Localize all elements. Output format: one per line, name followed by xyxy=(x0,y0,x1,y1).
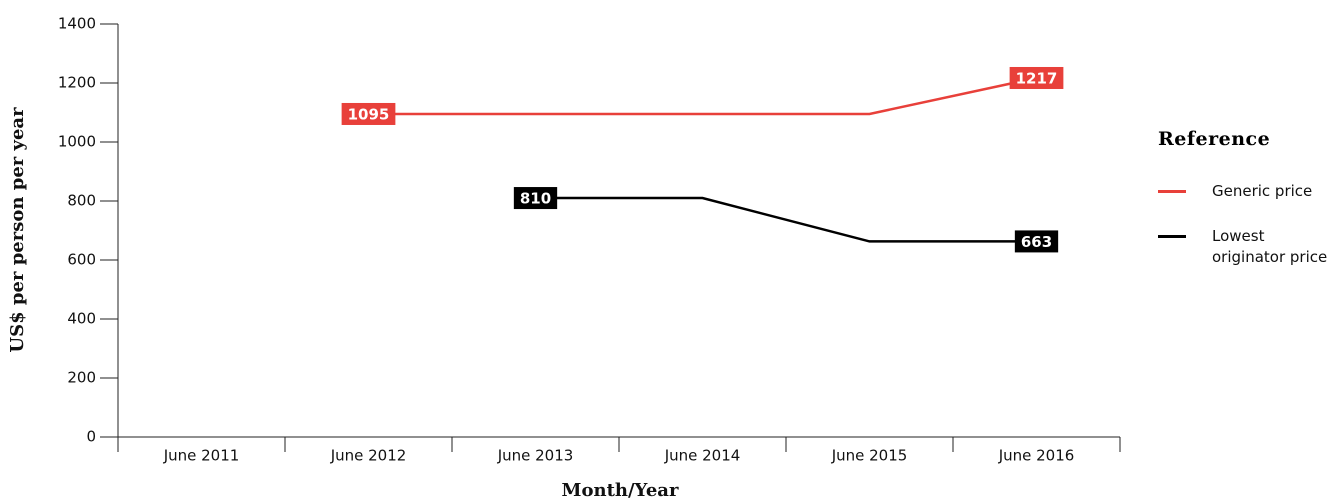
data-label-text: 663 xyxy=(1021,233,1052,251)
data-label: 1217 xyxy=(1009,66,1064,89)
x-tick-label: June 2015 xyxy=(831,447,908,465)
data-label-text: 1095 xyxy=(348,105,390,123)
data-label: 663 xyxy=(1014,230,1059,253)
legend-item: Lowest originator price xyxy=(1158,226,1337,268)
y-axis-label: US$ per person per year xyxy=(7,107,28,353)
data-label-box xyxy=(1009,66,1064,89)
y-tick-label: 1200 xyxy=(58,74,96,92)
y-tick-label: 0 xyxy=(86,428,96,446)
legend-swatch xyxy=(1158,190,1186,193)
data-label-box xyxy=(341,102,396,125)
legend-swatch xyxy=(1158,235,1186,238)
series-line xyxy=(368,76,1037,116)
x-tick-label: June 2012 xyxy=(330,447,407,465)
data-label-text: 810 xyxy=(520,190,551,208)
x-axis-label: Month/Year xyxy=(562,480,679,501)
y-tick-label: 200 xyxy=(67,369,96,387)
data-label-text: 1217 xyxy=(1016,69,1058,87)
data-label: 1095 xyxy=(341,102,396,125)
data-label: 810 xyxy=(513,187,558,210)
series-line xyxy=(535,196,1037,243)
legend-label: Generic price xyxy=(1212,182,1313,200)
x-tick-label: June 2011 xyxy=(163,447,240,465)
legend-label: Lowest originator price xyxy=(1212,227,1328,266)
x-tick-label: June 2013 xyxy=(497,447,574,465)
y-tick-label: 600 xyxy=(67,251,96,269)
y-tick-label: 800 xyxy=(67,192,96,210)
y-tick-label: 1000 xyxy=(58,133,96,151)
x-tick-label: June 2016 xyxy=(998,447,1075,465)
data-label-box xyxy=(513,187,558,210)
legend-title: Reference xyxy=(1158,128,1271,150)
y-tick-label: 400 xyxy=(67,310,96,328)
x-tick-label: June 2014 xyxy=(664,447,741,465)
y-tick-label: 1400 xyxy=(58,15,96,33)
legend-item: Generic price xyxy=(1158,181,1337,202)
data-label-box xyxy=(1014,230,1059,253)
